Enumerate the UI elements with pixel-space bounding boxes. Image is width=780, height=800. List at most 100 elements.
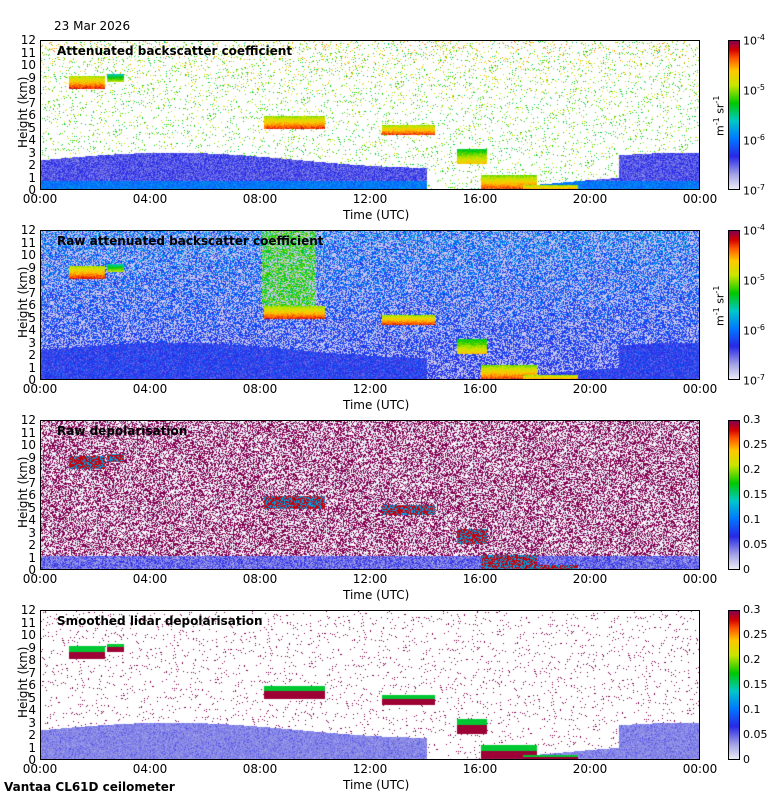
heatmap-plot: [40, 420, 700, 570]
heatmap-canvas: [41, 611, 699, 759]
y-tick-label: 5: [28, 120, 36, 135]
y-tick-label: 12: [20, 33, 36, 47]
x-tick-label: 12:00: [352, 382, 388, 396]
y-tick-label: 5: [28, 500, 36, 515]
y-tick-label: 9: [28, 260, 36, 275]
x-axis-label: Time (UTC): [343, 588, 410, 602]
colorbar: [728, 420, 740, 570]
y-tick-label: 7: [28, 285, 36, 300]
x-tick-label: 00:00: [22, 762, 58, 776]
x-axis-label: Time (UTC): [343, 778, 410, 792]
y-tick-label: 9: [28, 70, 36, 85]
x-tick-label: 04:00: [132, 382, 168, 396]
y-tick-label: 10: [20, 58, 36, 72]
y-tick-label: 6: [28, 108, 36, 122]
colorbar-tick-label: 0.1: [743, 703, 761, 716]
colorbar-tick-label: 10-4: [743, 33, 765, 48]
x-axis-label: Time (UTC): [343, 208, 410, 222]
colorbar-tick-label: 10-6: [743, 323, 765, 338]
y-tick-label: 7: [28, 95, 36, 110]
y-tick-label: 1: [28, 170, 36, 185]
heatmap-plot: [40, 610, 700, 760]
x-tick-label: 12:00: [352, 762, 388, 776]
y-tick-label: 11: [20, 45, 36, 60]
y-tick-label: 10: [20, 628, 36, 642]
x-tick-label: 16:00: [462, 192, 498, 206]
y-tick-label: 5: [28, 690, 36, 705]
colorbar-tick-label: 0.15: [743, 488, 768, 501]
y-tick-label: 6: [28, 298, 36, 312]
panel-title: Raw attenuated backscatter coefficient: [57, 234, 324, 248]
x-tick-label: 20:00: [572, 762, 608, 776]
heatmap-canvas: [41, 231, 699, 379]
colorbar-tick-label: 10-4: [743, 223, 765, 238]
y-tick-label: 12: [20, 413, 36, 427]
x-tick-label: 04:00: [132, 762, 168, 776]
y-tick-label: 2: [28, 728, 36, 742]
heatmap-plot: [40, 230, 700, 380]
y-tick-label: 0: [28, 753, 36, 767]
colorbar-tick-label: 10-6: [743, 133, 765, 148]
x-tick-label: 00:00: [682, 382, 718, 396]
y-tick-label: 11: [20, 615, 36, 630]
y-tick-label: 3: [28, 715, 36, 730]
colorbar-tick-label: 0.3: [743, 413, 761, 426]
panel-title: Attenuated backscatter coefficient: [57, 44, 293, 58]
y-tick-label: 1: [28, 360, 36, 375]
y-tick-label: 8: [28, 463, 36, 477]
y-tick-label: 8: [28, 273, 36, 287]
colorbar-unit: m-1 sr-1: [712, 285, 727, 326]
x-tick-label: 00:00: [682, 192, 718, 206]
colorbar-tick-label: 10-7: [743, 373, 765, 388]
colorbar-tick-label: 0: [743, 753, 750, 766]
heatmap-canvas: [41, 41, 699, 189]
y-tick-label: 7: [28, 475, 36, 490]
x-tick-label: 20:00: [572, 382, 608, 396]
y-tick-label: 0: [28, 183, 36, 197]
colorbar-tick-label: 10-5: [743, 83, 765, 98]
colorbar-tick-label: 0.15: [743, 678, 768, 691]
colorbar: [728, 230, 740, 380]
x-tick-label: 00:00: [22, 382, 58, 396]
y-tick-label: 5: [28, 310, 36, 325]
y-tick-label: 12: [20, 223, 36, 237]
x-tick-label: 08:00: [242, 382, 278, 396]
x-tick-label: 08:00: [242, 762, 278, 776]
y-tick-label: 9: [28, 450, 36, 465]
x-tick-label: 16:00: [462, 762, 498, 776]
x-tick-label: 00:00: [682, 572, 718, 586]
y-tick-label: 6: [28, 488, 36, 502]
x-tick-label: 20:00: [572, 192, 608, 206]
y-tick-label: 1: [28, 740, 36, 755]
y-tick-label: 0: [28, 373, 36, 387]
panel-title: Smoothed lidar depolarisation: [57, 614, 263, 628]
y-tick-label: 12: [20, 603, 36, 617]
colorbar-tick-label: 0: [743, 563, 750, 576]
x-tick-label: 16:00: [462, 572, 498, 586]
y-tick-label: 2: [28, 158, 36, 172]
y-tick-label: 9: [28, 640, 36, 655]
x-tick-label: 20:00: [572, 572, 608, 586]
colorbar-tick-label: 0.1: [743, 513, 761, 526]
y-tick-label: 4: [28, 133, 36, 147]
colorbar-tick-label: 0.05: [743, 538, 768, 551]
colorbar-tick-label: 10-7: [743, 183, 765, 198]
colorbar-tick-label: 10-5: [743, 273, 765, 288]
x-tick-label: 08:00: [242, 572, 278, 586]
x-tick-label: 04:00: [132, 192, 168, 206]
colorbar: [728, 40, 740, 190]
y-tick-label: 8: [28, 653, 36, 667]
heatmap-plot: [40, 40, 700, 190]
colorbar-unit: m-1 sr-1: [712, 95, 727, 136]
colorbar-tick-label: 0.3: [743, 603, 761, 616]
x-tick-label: 08:00: [242, 192, 278, 206]
colorbar-tick-label: 0.25: [743, 628, 768, 641]
date-label: 23 Mar 2026: [54, 19, 131, 33]
y-tick-label: 4: [28, 703, 36, 717]
y-tick-label: 3: [28, 335, 36, 350]
x-tick-label: 12:00: [352, 192, 388, 206]
y-tick-label: 0: [28, 563, 36, 577]
panel-title: Raw depolarisation: [57, 424, 188, 438]
colorbar-tick-label: 0.25: [743, 438, 768, 451]
x-tick-label: 12:00: [352, 572, 388, 586]
